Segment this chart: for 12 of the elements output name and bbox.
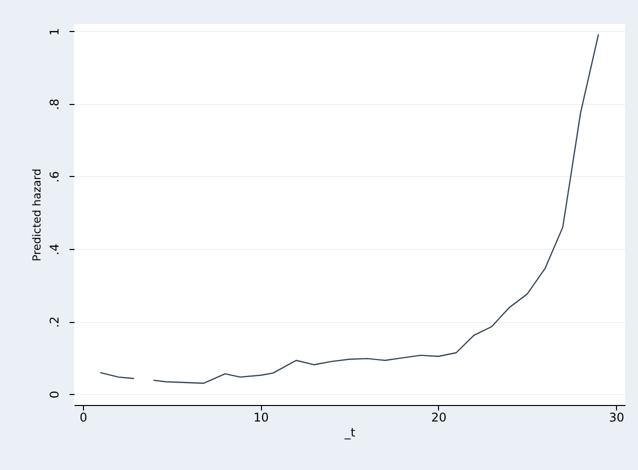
y-tick-label: .2 <box>48 316 62 328</box>
x-tick-label: 0 <box>80 410 88 424</box>
y-axis-title: Predicted hazard <box>30 168 44 262</box>
y-tick-label: 0 <box>48 390 62 398</box>
x-tick-label: 30 <box>608 410 624 424</box>
x-tick-label: 20 <box>431 410 447 424</box>
x-axis-title: _t <box>344 426 356 440</box>
y-tick-label: .4 <box>48 244 62 256</box>
y-tick-label: .6 <box>48 171 62 183</box>
y-tick-label: 1 <box>48 28 62 36</box>
y-tick-label: .8 <box>48 98 62 110</box>
x-tick-label: 10 <box>253 410 269 424</box>
